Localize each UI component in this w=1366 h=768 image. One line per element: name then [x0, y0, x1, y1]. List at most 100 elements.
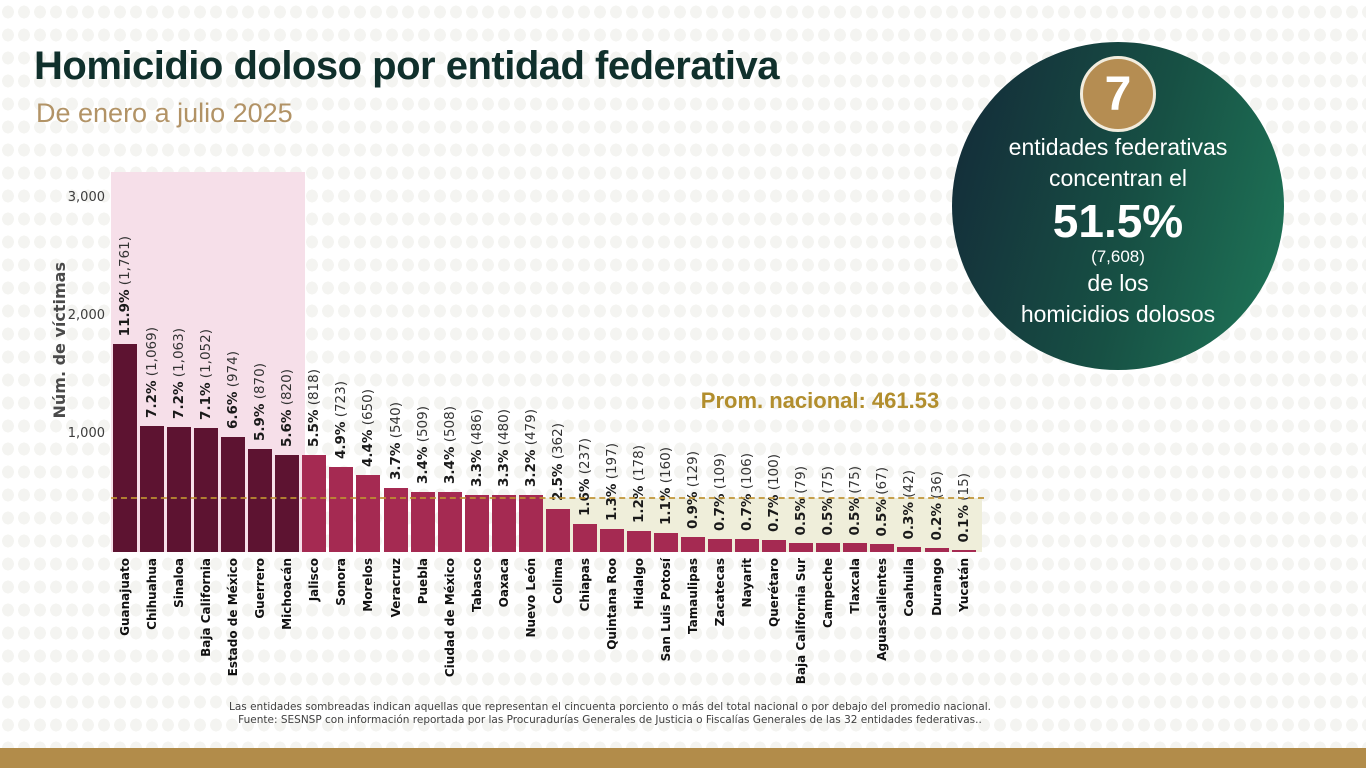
- bar: [924, 548, 949, 552]
- y-tick-label: 1,000: [67, 426, 105, 441]
- circle-percent: 51.5%: [1052, 195, 1184, 247]
- bar-category-label: Oaxaca: [496, 558, 511, 608]
- badge-number: 7: [1104, 67, 1132, 121]
- bar-category-label: Tlaxcala: [848, 558, 863, 614]
- bar-category-label: Sonora: [334, 558, 349, 606]
- bar-category-label: Baja California: [199, 558, 214, 657]
- bar-value-label: 1.6% (237): [576, 437, 593, 516]
- bar: [329, 467, 354, 552]
- national-average-line: [111, 496, 984, 499]
- bar-category-label: Ciudad de México: [442, 558, 457, 678]
- footer-bar: [0, 748, 1366, 768]
- bar: [221, 437, 246, 552]
- bar-value-label: 0.7% (109): [712, 452, 729, 531]
- bar: [572, 524, 597, 552]
- bar-value-label: 3.3% (480): [495, 408, 512, 487]
- bar-value-label: 5.5% (818): [306, 368, 323, 447]
- bar-category-label: Estado de México: [226, 558, 241, 677]
- bar-value-label: 1.2% (178): [630, 444, 647, 523]
- bar: [951, 550, 976, 552]
- bar-category-label: Jalisco: [307, 558, 322, 602]
- bar-category-label: Baja California Sur: [794, 558, 809, 685]
- bar-category-label: Nuevo León: [523, 558, 538, 638]
- bar-category-label: Zacatecas: [713, 558, 728, 627]
- bar: [140, 426, 165, 552]
- bar-value-label: 5.9% (870): [252, 362, 269, 441]
- bar-category-label: Nayarit: [740, 558, 755, 608]
- bar: [789, 543, 814, 552]
- bar-value-label: 0.5% (75): [820, 465, 837, 535]
- bar: [654, 533, 678, 552]
- bar-category-label: Hidalgo: [631, 558, 646, 610]
- bar: [681, 537, 706, 552]
- bar: [275, 455, 300, 552]
- circle-text-line1: entidades federativas: [1008, 134, 1228, 160]
- bar-category-label: Michoacán: [280, 558, 295, 630]
- bar: [870, 544, 895, 552]
- bar: [302, 455, 327, 552]
- bar-value-label: 3.3% (486): [468, 408, 485, 487]
- bar: [167, 427, 192, 552]
- bar-category-label: Campeche: [821, 558, 836, 628]
- bar: [897, 547, 922, 552]
- bar-category-label: Colima: [550, 558, 565, 604]
- bar-value-label: 1.1% (160): [658, 446, 674, 525]
- bar-value-label: 0.7% (100): [766, 453, 783, 532]
- bar-category-label: Guerrero: [253, 558, 268, 619]
- bar-category-label: Durango: [929, 558, 944, 616]
- bar-value-label: 4.4% (650): [360, 388, 377, 467]
- footnote-line2: Fuente: SESNSP con información reportada…: [238, 713, 982, 726]
- circle-text-line3: de los: [1087, 270, 1149, 296]
- bar-category-label: Quintana Roo: [604, 558, 619, 650]
- bar-value-label: 3.7% (540): [387, 401, 404, 480]
- bar-value-label: 2.5% (362): [549, 422, 566, 501]
- bar: [735, 539, 760, 552]
- bar-category-label: Tamaulipas: [686, 558, 701, 634]
- bar: [599, 529, 624, 552]
- bar: [816, 543, 841, 552]
- bar: [194, 428, 219, 552]
- bar-value-label: 0.5% (79): [793, 465, 810, 535]
- bar-value-label: 0.3% (42): [901, 469, 918, 539]
- bar: [518, 495, 543, 552]
- bar: [708, 539, 733, 552]
- bar-category-label: Querétaro: [767, 558, 782, 627]
- bar-category-label: Chihuahua: [145, 558, 160, 630]
- bar: [383, 488, 408, 552]
- bar-category-label: Guanajuato: [118, 558, 132, 636]
- bar: [762, 540, 787, 552]
- bar-value-label: 7.1% (1,052): [198, 329, 215, 420]
- bar-value-label: 0.5% (75): [847, 465, 864, 535]
- bar-value-label: 5.6% (820): [279, 368, 296, 447]
- bar-value-label: 3.4% (508): [441, 405, 458, 484]
- bar-category-label: Yucatán: [956, 558, 971, 612]
- bar-value-label: 7.2% (1,063): [171, 328, 188, 419]
- bar-category-label: Coahuila: [902, 558, 917, 617]
- footnote: Las entidades sombreadas indican aquella…: [180, 701, 1040, 726]
- bar-value-label: 0.7% (106): [739, 452, 756, 531]
- badge-count: 7: [1080, 56, 1156, 132]
- bar: [491, 495, 516, 552]
- average-annotation: Prom. nacional: 461.53: [700, 388, 940, 413]
- bar-value-label: 6.6% (974): [225, 350, 242, 429]
- bar: [437, 492, 462, 552]
- circle-text-line4: homicidios dolosos: [1020, 301, 1216, 327]
- bar: [843, 543, 868, 552]
- bar-value-label: 4.9% (723): [333, 380, 350, 459]
- bar-value-label: 3.4% (509): [414, 405, 431, 484]
- bar-category-label: Puebla: [415, 558, 430, 605]
- bar-category-label: Veracruz: [388, 558, 403, 618]
- page-title: Homicidio doloso por entidad federativa: [34, 44, 780, 88]
- bar: [626, 531, 651, 552]
- bar: [356, 475, 381, 552]
- y-tick-label: 2,000: [67, 308, 105, 323]
- bar-value-label: 0.9% (129): [685, 450, 702, 529]
- bar-value-label: 0.1% (15): [955, 472, 972, 542]
- bar: [464, 495, 489, 552]
- bar: [545, 509, 570, 552]
- bar: [113, 344, 137, 552]
- bar-value-label: 11.9% (1,761): [117, 235, 133, 336]
- bar: [410, 492, 435, 552]
